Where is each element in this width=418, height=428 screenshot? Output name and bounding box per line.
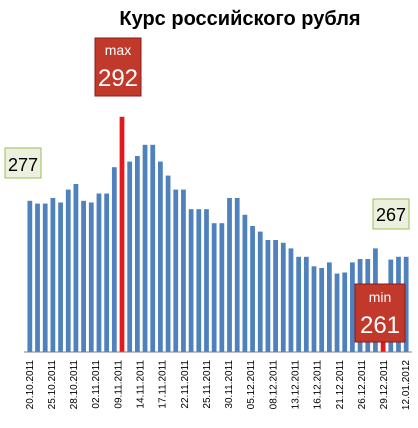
bar-34 <box>288 248 294 352</box>
bar-20 <box>181 189 186 352</box>
min-value-callout: min 261 <box>354 283 406 343</box>
bar-21 <box>188 209 194 352</box>
bar-16 <box>150 144 156 352</box>
bar-9 <box>96 193 102 352</box>
bar-23 <box>204 209 209 352</box>
x-tick-label-16: 29.12.2011 <box>379 360 390 410</box>
x-tick-label-1: 25.10.2011 <box>47 360 58 410</box>
x-tick-labels: 20.10.2011 25.10.2011 28.10.2011 02.11.2011… <box>25 360 412 410</box>
bar-37 <box>311 266 317 352</box>
bar-8 <box>88 202 94 352</box>
bar-24 <box>211 223 217 352</box>
bar-5 <box>65 189 71 352</box>
bar-40 <box>334 273 340 352</box>
bar-39 <box>326 262 332 352</box>
bar-0 <box>27 200 33 352</box>
x-tick-label-0: 20.10.2011 <box>25 360 36 410</box>
chart-title: Курс российского рубля <box>119 8 360 30</box>
bar-36 <box>303 256 309 352</box>
end-value-callout: 267 <box>372 198 410 230</box>
start-value-callout: 277 <box>4 147 42 179</box>
x-tick-label-3: 02.11.2011 <box>91 360 102 409</box>
bar-28 <box>242 214 248 352</box>
x-tick-label-7: 22.11.2011 <box>180 360 191 409</box>
bar-18 <box>165 175 171 352</box>
bar-25 <box>219 223 225 352</box>
bar-27 <box>234 198 240 352</box>
bar-41 <box>342 272 348 352</box>
x-tick-label-12: 13.12.2011 <box>291 360 302 410</box>
max-value-label: 292 <box>98 65 138 92</box>
bar-29 <box>250 226 255 352</box>
x-tick-label-2: 28.10.2011 <box>69 360 80 410</box>
x-tick-label-10: 05.12.2011 <box>246 360 257 410</box>
x-tick-label-6: 17.11.2011 <box>158 360 169 409</box>
bar-22 <box>196 209 202 352</box>
bar-42 <box>350 262 355 352</box>
bar-14 <box>134 156 140 352</box>
bar-12 <box>119 116 125 352</box>
bar-32 <box>273 240 278 352</box>
bar-49 <box>403 256 409 352</box>
bar-26 <box>227 198 232 352</box>
bar-33 <box>280 242 286 352</box>
max-name-label: max <box>105 42 131 58</box>
bar-1 <box>35 203 40 352</box>
bar-7 <box>81 200 86 352</box>
start-value-label: 277 <box>8 155 38 175</box>
bar-3 <box>50 198 56 352</box>
bar-11 <box>111 167 117 352</box>
x-tick-label-13: 16.12.2011 <box>313 360 324 410</box>
bars-group <box>27 116 409 352</box>
bar-17 <box>158 161 163 352</box>
x-tick-label-4: 09.11.2011 <box>113 360 124 409</box>
min-value-label: 261 <box>360 312 400 339</box>
bar-13 <box>127 161 133 352</box>
bar-38 <box>319 268 325 352</box>
end-value-label: 267 <box>376 205 406 225</box>
max-value-callout: max 292 <box>94 37 142 97</box>
bar-31 <box>265 240 271 352</box>
bar-15 <box>142 144 148 352</box>
x-tick-label-9: 30.11.2011 <box>224 360 235 409</box>
min-name-label: min <box>369 289 392 305</box>
bar-30 <box>257 231 263 352</box>
x-tick-label-8: 25.11.2011 <box>202 360 213 409</box>
bar-19 <box>173 189 179 352</box>
bar-35 <box>296 256 302 352</box>
bar-2 <box>42 203 48 352</box>
x-tick-label-17: 12.01.2012 <box>401 360 412 410</box>
x-tick-label-11: 08.12.2011 <box>268 360 279 410</box>
x-tick-label-14: 21.12.2011 <box>335 360 346 410</box>
bar-10 <box>104 193 110 352</box>
bar-4 <box>58 202 63 352</box>
bar-6 <box>73 184 79 352</box>
x-tick-label-5: 14.11.2011 <box>136 360 147 409</box>
x-tick-label-15: 26.12.2011 <box>357 360 368 410</box>
